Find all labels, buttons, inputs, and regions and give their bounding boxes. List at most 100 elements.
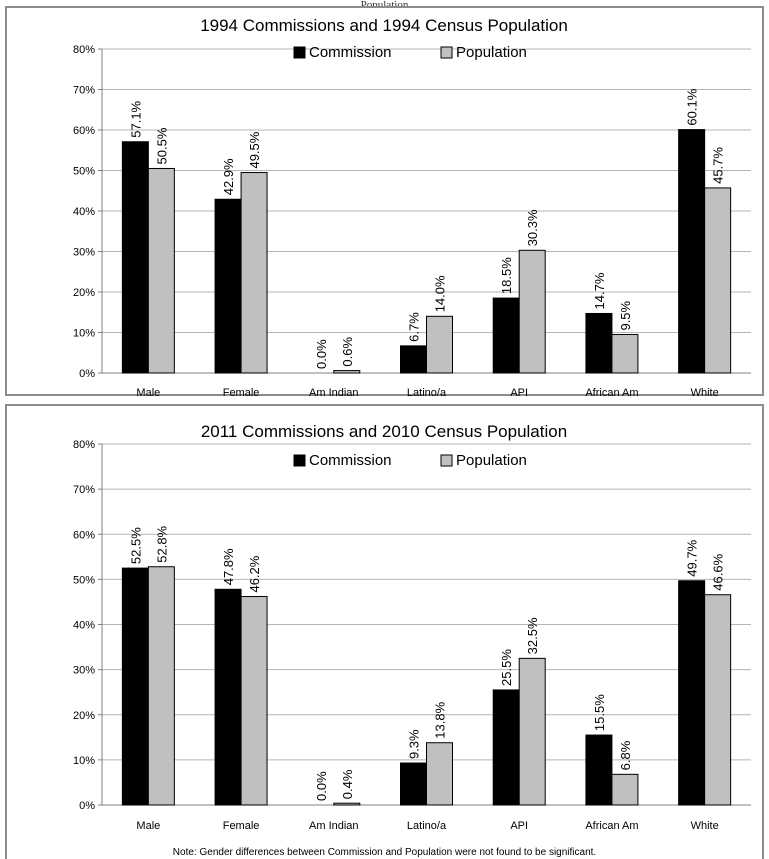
legend-swatch-commission — [293, 454, 306, 467]
data-label: 32.5% — [525, 617, 540, 654]
y-tick-label: 80% — [73, 439, 95, 451]
y-tick-label: 50% — [73, 574, 95, 586]
bar-commission — [492, 297, 520, 374]
chart-title: 2011 Commissions and 2010 Census Populat… — [201, 422, 567, 441]
legend-label-commission: Commission — [309, 44, 392, 61]
x-category-label: Am Indian — [309, 820, 359, 832]
data-label: 13.8% — [433, 701, 448, 738]
data-label: 9.3% — [407, 729, 422, 759]
bar-population — [240, 596, 268, 806]
bar-commission — [214, 198, 242, 374]
bar-population — [426, 742, 453, 806]
y-tick-label: 0% — [79, 800, 95, 812]
y-tick-label: 20% — [73, 710, 95, 722]
x-category-label: Am Indian — [309, 387, 359, 399]
bar-population — [333, 802, 361, 806]
y-tick-label: 10% — [73, 755, 95, 767]
bar-population — [426, 315, 453, 374]
data-label: 60.1% — [685, 88, 700, 125]
x-category-label: Male — [136, 387, 160, 399]
x-category-label: API — [510, 387, 528, 399]
x-category-label: Latino/a — [407, 387, 447, 399]
legend-swatch-commission — [293, 46, 306, 59]
y-tick-label: 20% — [73, 287, 95, 299]
y-tick-label: 60% — [73, 125, 95, 137]
bar-population — [518, 249, 546, 374]
legend-swatch-population — [440, 46, 453, 59]
data-label: 46.6% — [711, 553, 726, 590]
data-label: 0.0% — [314, 771, 329, 801]
y-tick-label: 10% — [73, 328, 95, 340]
data-label: 15.5% — [592, 694, 607, 731]
x-category-label: African Am — [585, 820, 638, 832]
data-label: 25.5% — [499, 649, 514, 686]
x-category-label: Male — [136, 820, 160, 832]
y-tick-label: 0% — [79, 368, 95, 380]
x-category-label: White — [691, 387, 719, 399]
data-label: 49.5% — [247, 131, 262, 168]
data-label: 18.5% — [499, 257, 514, 294]
y-tick-label: 40% — [73, 620, 95, 632]
bar-population — [704, 594, 732, 806]
footnote: Note: Gender differences between Commiss… — [172, 847, 597, 858]
x-category-label: Female — [223, 820, 260, 832]
bar-population — [147, 566, 175, 806]
legend-swatch-population — [440, 454, 453, 467]
data-label: 52.8% — [154, 525, 169, 562]
data-label: 45.7% — [711, 147, 726, 184]
data-label: 0.0% — [314, 339, 329, 369]
data-label: 30.3% — [525, 209, 540, 246]
bar-commission — [678, 129, 706, 374]
data-label: 46.2% — [247, 555, 262, 592]
bar-commission — [585, 312, 613, 374]
chart-0: 0% 10% 20% 30% 40% 50% 60% 70% 80% 1994 Commissio… — [73, 16, 751, 399]
bar-population — [611, 773, 639, 806]
data-label: 50.5% — [154, 127, 169, 164]
data-label: 57.1% — [128, 100, 143, 137]
bar-population — [147, 167, 175, 374]
legend-label-population: Population — [456, 44, 527, 61]
y-tick-label: 30% — [73, 247, 95, 259]
page-header: Population — [0, 0, 769, 11]
bar-commission — [492, 689, 520, 806]
y-tick-label: 70% — [73, 85, 95, 97]
data-label: 9.5% — [618, 300, 633, 330]
bar-population — [704, 187, 732, 374]
x-category-label: API — [510, 820, 528, 832]
y-tick-label: 50% — [73, 166, 95, 178]
chart-1: 0% 10% 20% 30% 40% 50% 60% 70% 80% 2011 Commissio… — [73, 422, 751, 832]
bar-commission — [400, 762, 427, 806]
y-tick-label: 70% — [73, 484, 95, 496]
data-label: 49.7% — [685, 539, 700, 576]
data-label: 42.9% — [221, 158, 236, 195]
bar-population — [518, 657, 546, 806]
legend-label-commission: Commission — [309, 452, 392, 469]
chart-title: 1994 Commissions and 1994 Census Populat… — [200, 16, 568, 35]
x-category-label: Latino/a — [407, 820, 447, 832]
bar-commission — [121, 567, 149, 806]
data-label: 6.7% — [407, 312, 422, 342]
y-tick-label: 40% — [73, 206, 95, 218]
bar-commission — [585, 734, 613, 806]
x-category-label: White — [691, 820, 719, 832]
data-label: 0.4% — [340, 769, 355, 799]
bar-commission — [400, 345, 427, 374]
bar-commission — [678, 580, 706, 806]
data-label: 47.8% — [221, 548, 236, 585]
bar-population — [611, 334, 639, 374]
bar-commission — [121, 141, 149, 374]
x-category-label: African Am — [585, 387, 638, 399]
x-category-label: Female — [223, 387, 260, 399]
y-tick-label: 60% — [73, 529, 95, 541]
bar-commission — [214, 588, 242, 806]
y-tick-label: 80% — [73, 44, 95, 56]
data-label: 52.5% — [128, 527, 143, 564]
data-label: 6.8% — [618, 740, 633, 770]
legend-label-population: Population — [456, 452, 527, 469]
data-label: 14.7% — [592, 272, 607, 309]
data-label: 0.6% — [340, 336, 355, 366]
y-tick-label: 30% — [73, 665, 95, 677]
data-label: 14.0% — [433, 275, 448, 312]
bar-population — [240, 172, 268, 374]
